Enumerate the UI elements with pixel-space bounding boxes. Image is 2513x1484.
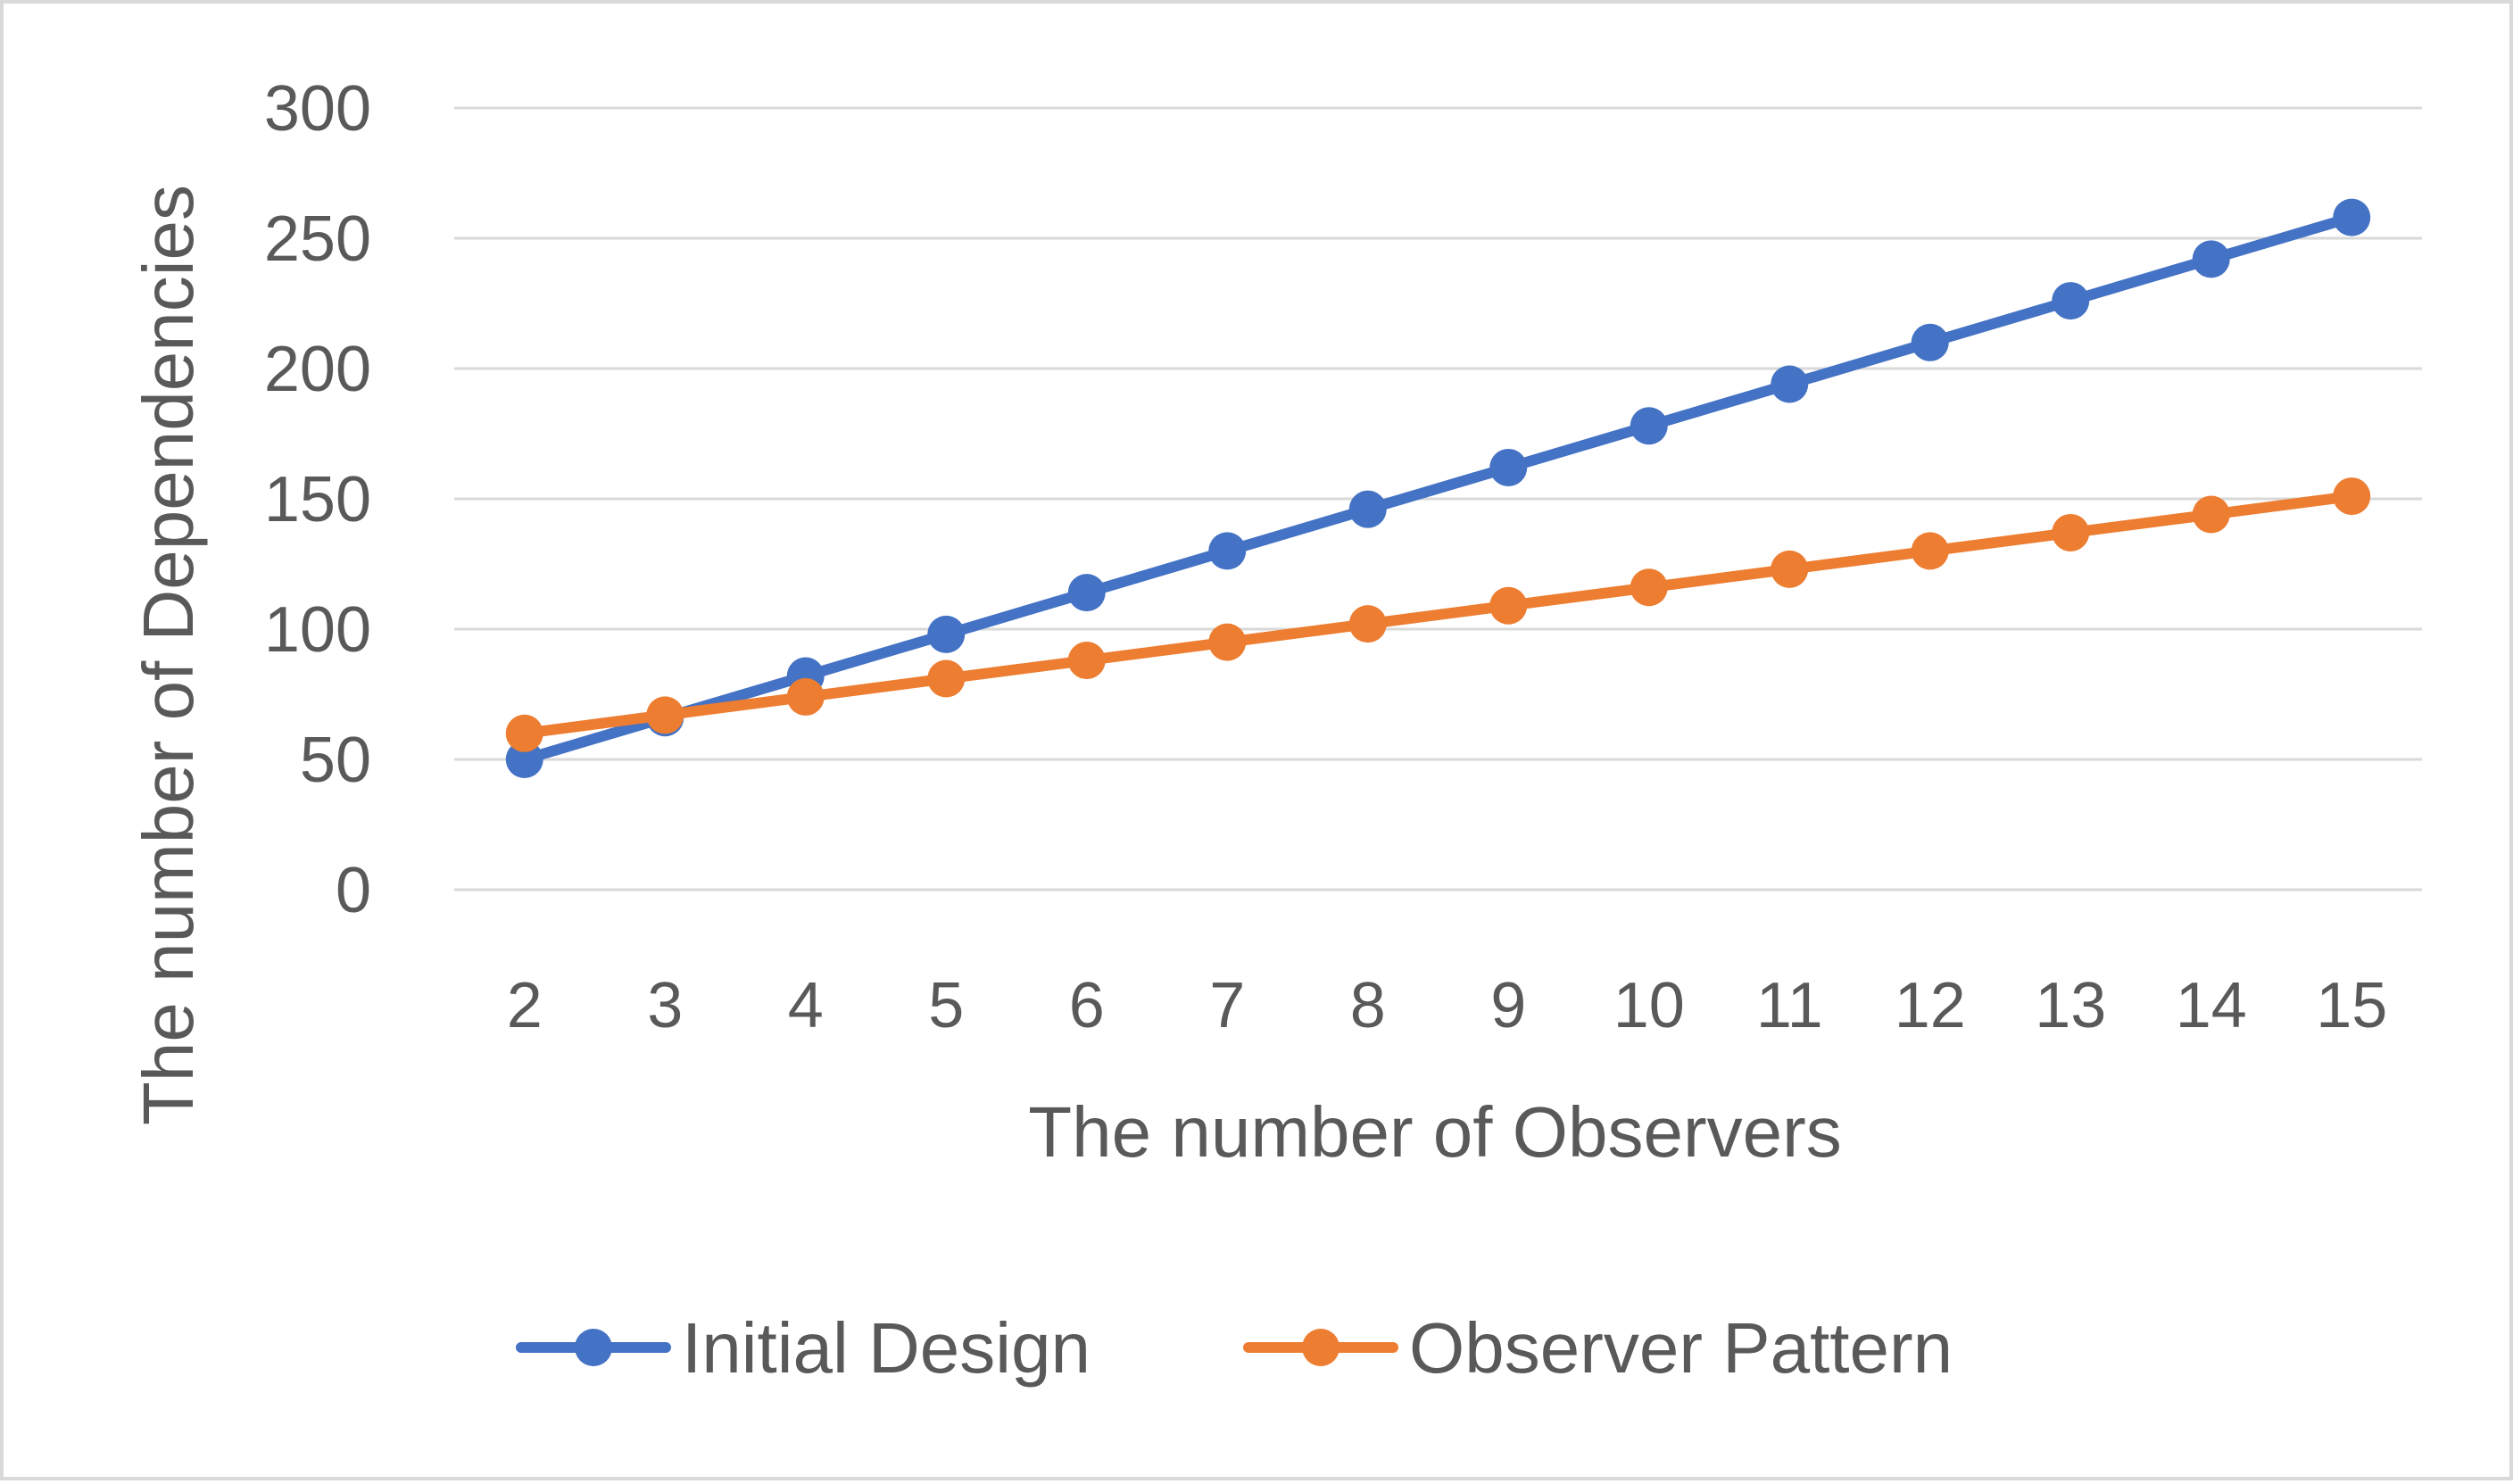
series-observer-pattern: [505, 477, 2371, 752]
legend: Initial Design Observer Pattern: [516, 1308, 1953, 1388]
y-tick-label-300: 300: [264, 73, 371, 145]
data-point-observer-pattern-14: [2192, 495, 2230, 534]
data-point-observer-pattern-4: [786, 677, 825, 716]
x-tick-label-14: 14: [2176, 970, 2247, 1041]
x-tick-label-4: 4: [788, 970, 824, 1041]
x-tick-label-8: 8: [1350, 970, 1386, 1041]
data-point-observer-pattern-13: [2052, 513, 2090, 551]
y-tick-label-150: 150: [264, 464, 371, 535]
data-point-initial-design-7: [1208, 532, 1247, 570]
data-point-initial-design-8: [1348, 490, 1387, 528]
data-point-observer-pattern-6: [1067, 642, 1106, 680]
data-point-observer-pattern-9: [1489, 586, 1528, 625]
y-tick-label-250: 250: [264, 203, 371, 275]
data-point-initial-design-9: [1489, 448, 1528, 486]
x-tick-label-2: 2: [507, 970, 543, 1041]
x-tick-label-3: 3: [647, 970, 683, 1041]
data-point-initial-design-15: [2333, 198, 2371, 236]
x-tick-label-12: 12: [1895, 970, 1966, 1041]
series-line-initial-design: [518, 211, 2358, 765]
data-point-initial-design-14: [2192, 240, 2230, 278]
y-tick-label-50: 50: [300, 725, 371, 796]
legend-marker-initial-design: [575, 1329, 612, 1366]
y-tick-label-200: 200: [264, 334, 371, 405]
gridlines: [454, 106, 2422, 891]
data-point-observer-pattern-12: [1911, 532, 1949, 570]
data-point-initial-design-10: [1630, 407, 1668, 445]
legend-label-initial-design: Initial Design: [682, 1308, 1091, 1388]
x-tick-label-10: 10: [1613, 970, 1685, 1041]
data-point-observer-pattern-15: [2333, 477, 2371, 516]
data-point-observer-pattern-7: [1208, 623, 1247, 661]
data-point-observer-pattern-10: [1630, 568, 1668, 607]
series-initial-design: [505, 198, 2371, 778]
x-tick-label-6: 6: [1069, 970, 1105, 1041]
data-point-initial-design-5: [927, 615, 966, 653]
data-point-observer-pattern-11: [1771, 550, 1809, 588]
y-axis-title: The number of Dependencies: [129, 185, 208, 1125]
x-tick-label-13: 13: [2035, 970, 2106, 1041]
legend-item-observer-pattern: Observer Pattern: [1243, 1308, 1953, 1388]
y-tick-label-100: 100: [264, 594, 371, 666]
series-line-observer-pattern: [518, 491, 2358, 739]
data-point-initial-design-2: [505, 741, 543, 778]
data-point-initial-design-12: [1911, 323, 1949, 361]
x-tick-label-15: 15: [2316, 970, 2387, 1041]
data-point-initial-design-11: [1771, 365, 1809, 403]
legend-label-observer-pattern: Observer Pattern: [1409, 1308, 1953, 1388]
legend-marker-observer-pattern: [1302, 1329, 1339, 1366]
x-tick-label-5: 5: [928, 970, 964, 1041]
y-tick-label-0: 0: [336, 855, 371, 926]
data-point-initial-design-13: [2052, 282, 2090, 320]
data-point-observer-pattern-5: [927, 659, 966, 698]
x-tick-label-7: 7: [1209, 970, 1245, 1041]
x-axis-ticks: 2 3 4 5 6 7 8 9 10 11 12 13 14 15: [507, 970, 2388, 1041]
x-tick-label-9: 9: [1490, 970, 1526, 1041]
x-tick-label-11: 11: [1756, 970, 1823, 1041]
data-point-observer-pattern-2: [505, 714, 543, 752]
x-axis-title: The number of Observers: [1028, 1092, 1841, 1172]
y-axis-ticks: 0 50 100 150 200 250 300: [264, 73, 371, 926]
legend-item-initial-design: Initial Design: [516, 1308, 1091, 1388]
data-point-observer-pattern-3: [646, 696, 684, 734]
data-point-observer-pattern-8: [1348, 605, 1387, 643]
series-layer: [505, 198, 2371, 778]
data-point-initial-design-6: [1067, 574, 1106, 612]
